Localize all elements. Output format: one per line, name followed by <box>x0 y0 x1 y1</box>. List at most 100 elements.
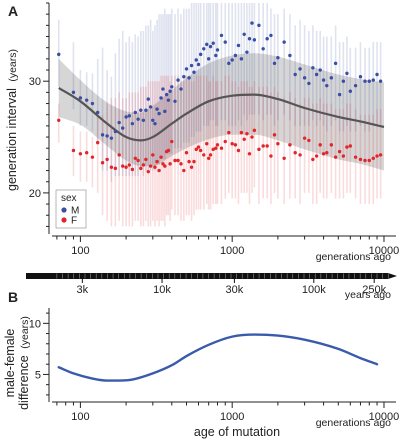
data-point-f <box>136 158 140 163</box>
data-point-m <box>182 75 186 79</box>
data-point-m <box>276 56 280 60</box>
data-point-f <box>139 166 143 171</box>
data-point-m <box>133 110 138 115</box>
data-point-m <box>127 114 132 118</box>
data-point-m <box>265 37 269 41</box>
data-point-m <box>358 75 363 79</box>
data-point-f <box>194 147 198 152</box>
data-point-m <box>124 115 128 119</box>
data-point-f <box>242 137 246 141</box>
data-point-m <box>100 133 105 137</box>
data-point-f <box>182 168 186 173</box>
data-point-f <box>105 157 109 162</box>
y-tick-label: 10 <box>29 318 41 330</box>
data-point-f <box>321 152 326 156</box>
data-point-f <box>166 148 171 153</box>
legend-f-label: F <box>71 216 77 227</box>
data-point-f <box>163 164 167 168</box>
data-point-m <box>341 79 346 83</box>
data-point-m <box>302 76 307 80</box>
data-point-m <box>367 79 371 83</box>
data-point-m <box>168 89 172 93</box>
data-point-f <box>325 150 329 155</box>
data-point-f <box>173 158 177 163</box>
data-point-f <box>345 145 349 149</box>
data-point-f <box>311 157 315 162</box>
data-point-f <box>298 153 302 157</box>
data-point-f <box>179 162 183 166</box>
data-point-f <box>100 161 105 165</box>
data-point-m <box>161 87 165 91</box>
data-point-f <box>208 153 213 157</box>
data-point-f <box>272 133 277 137</box>
data-point-m <box>78 96 83 100</box>
male-female-difference-line <box>57 333 379 382</box>
data-point-m <box>189 63 194 68</box>
data-point-f <box>109 165 114 169</box>
panel-b-x-axis-title: age of mutation <box>194 425 280 439</box>
data-point-m <box>95 110 100 115</box>
data-point-f <box>205 142 209 146</box>
legend: sex M F <box>55 189 87 229</box>
data-point-f <box>293 150 297 155</box>
data-point-m <box>219 33 224 38</box>
data-point-f <box>265 144 269 148</box>
data-point-m <box>136 117 140 121</box>
data-point-m <box>288 53 292 58</box>
panel-b-y-axis-title-line1: male-female <box>3 329 17 398</box>
data-point-m <box>257 23 261 28</box>
data-point-f <box>214 146 218 150</box>
data-point-m <box>353 83 358 88</box>
data-point-m <box>202 47 206 51</box>
data-point-f <box>57 118 61 122</box>
data-point-m <box>90 101 95 106</box>
years-axis-unit: years ago <box>345 289 391 301</box>
data-point-m <box>314 72 319 77</box>
data-point-f <box>192 159 196 164</box>
years-axis-ticks: 3k 10k 30k 100k 250k <box>56 273 389 296</box>
panel-a-plot-area <box>57 3 385 227</box>
legend-box <box>55 189 87 229</box>
data-point-f <box>159 155 163 159</box>
x-tick-label: 10000 <box>369 411 400 423</box>
data-point-f <box>318 143 322 147</box>
data-point-m <box>155 107 159 111</box>
data-point-f <box>341 154 346 158</box>
data-point-f <box>161 162 165 166</box>
legend-m-label: M <box>71 206 79 217</box>
data-point-m <box>192 70 196 74</box>
data-point-f <box>269 154 273 158</box>
data-point-m <box>163 109 167 114</box>
data-point-m <box>109 136 114 140</box>
data-point-f <box>189 165 194 169</box>
data-point-m <box>176 78 180 82</box>
data-point-m <box>252 38 257 42</box>
data-point-m <box>230 58 234 62</box>
years-axis-tick-label: 3k <box>77 284 89 296</box>
data-point-m <box>318 68 322 72</box>
data-point-f <box>141 163 146 167</box>
data-point-m <box>166 98 171 102</box>
data-point-m <box>269 33 273 38</box>
data-point-f <box>250 135 254 139</box>
data-point-m <box>148 105 153 109</box>
data-point-m <box>84 98 89 102</box>
panel-a-axes: 100 1000 10000 20 30 <box>29 2 399 257</box>
legend-title: sex <box>61 193 77 204</box>
data-point-f <box>184 150 189 155</box>
data-point-m <box>164 92 169 97</box>
panel-a-letter: A <box>8 3 18 19</box>
data-point-f <box>153 165 157 169</box>
data-point-f <box>261 144 265 148</box>
data-point-f <box>302 136 307 140</box>
years-axis-tick-label: 250k <box>362 284 386 296</box>
data-point-m <box>159 96 163 100</box>
panel-b-axes: 100 1000 10000 5 10 <box>29 308 400 423</box>
x-tick-label: 100 <box>71 411 89 423</box>
data-point-f <box>375 154 379 158</box>
panel-b-x-note: generations ago <box>316 417 391 429</box>
data-point-m <box>307 81 311 86</box>
data-point-f <box>176 158 180 163</box>
data-point-m <box>321 78 326 82</box>
